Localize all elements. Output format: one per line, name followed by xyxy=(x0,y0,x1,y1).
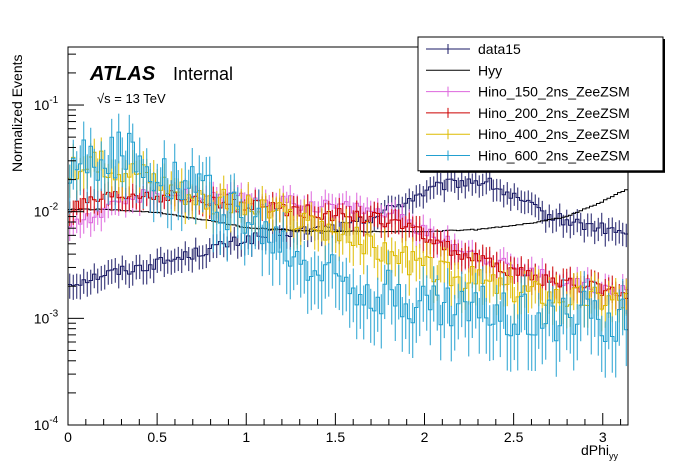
series-line xyxy=(68,190,628,299)
series-line xyxy=(68,131,628,342)
series-layer xyxy=(68,113,628,378)
legend-entry-label: Hino_150_2ns_ZeeZSM xyxy=(478,84,630,100)
x-tick-label: 2.5 xyxy=(504,429,524,445)
x-axis-label: dPhiyy xyxy=(581,442,619,461)
legend-entry-label: Hino_200_2ns_ZeeZSM xyxy=(478,105,630,121)
legend-entry-label: data15 xyxy=(478,41,521,57)
plot-frame xyxy=(67,46,629,426)
x-tick-label: 2 xyxy=(421,429,429,445)
legend-entry-label: Hino_400_2ns_ZeeZSM xyxy=(478,126,630,142)
x-tick-label: 1.5 xyxy=(326,429,346,445)
x-tick-label: 0.5 xyxy=(147,429,167,445)
y-tick-label: 10-4 xyxy=(34,415,59,433)
axes-layer: 0 0.5 1 1.5 2 2.5 3 10-4 10-3 10-2 10-1 xyxy=(34,53,622,445)
x-tick-label: 3 xyxy=(599,429,607,445)
y-tick-label: 10-1 xyxy=(34,95,59,113)
legend-entry-label: Hyy xyxy=(478,62,502,78)
atlas-sublabel: Internal xyxy=(173,64,233,84)
atlas-label: ATLAS xyxy=(89,63,156,85)
y-tick-label: 10-3 xyxy=(34,308,59,326)
series-line xyxy=(68,150,628,310)
x-tick-label: 1 xyxy=(242,429,250,445)
x-tick-label: 0 xyxy=(64,429,72,445)
y-tick-label: 10-2 xyxy=(34,202,59,220)
series-Hino_600_2ns_ZeeZSM xyxy=(68,113,628,378)
legend-box xyxy=(417,36,664,172)
legend-entry-label: Hino_600_2ns_ZeeZSM xyxy=(478,148,630,164)
legend: data15 Hyy Hino_150_2ns_ZeeZSM Hino_200_2ns… xyxy=(417,36,665,173)
y-axis-label: Normalized Events xyxy=(9,55,25,173)
energy-label: √s = 13 TeV xyxy=(97,91,166,106)
